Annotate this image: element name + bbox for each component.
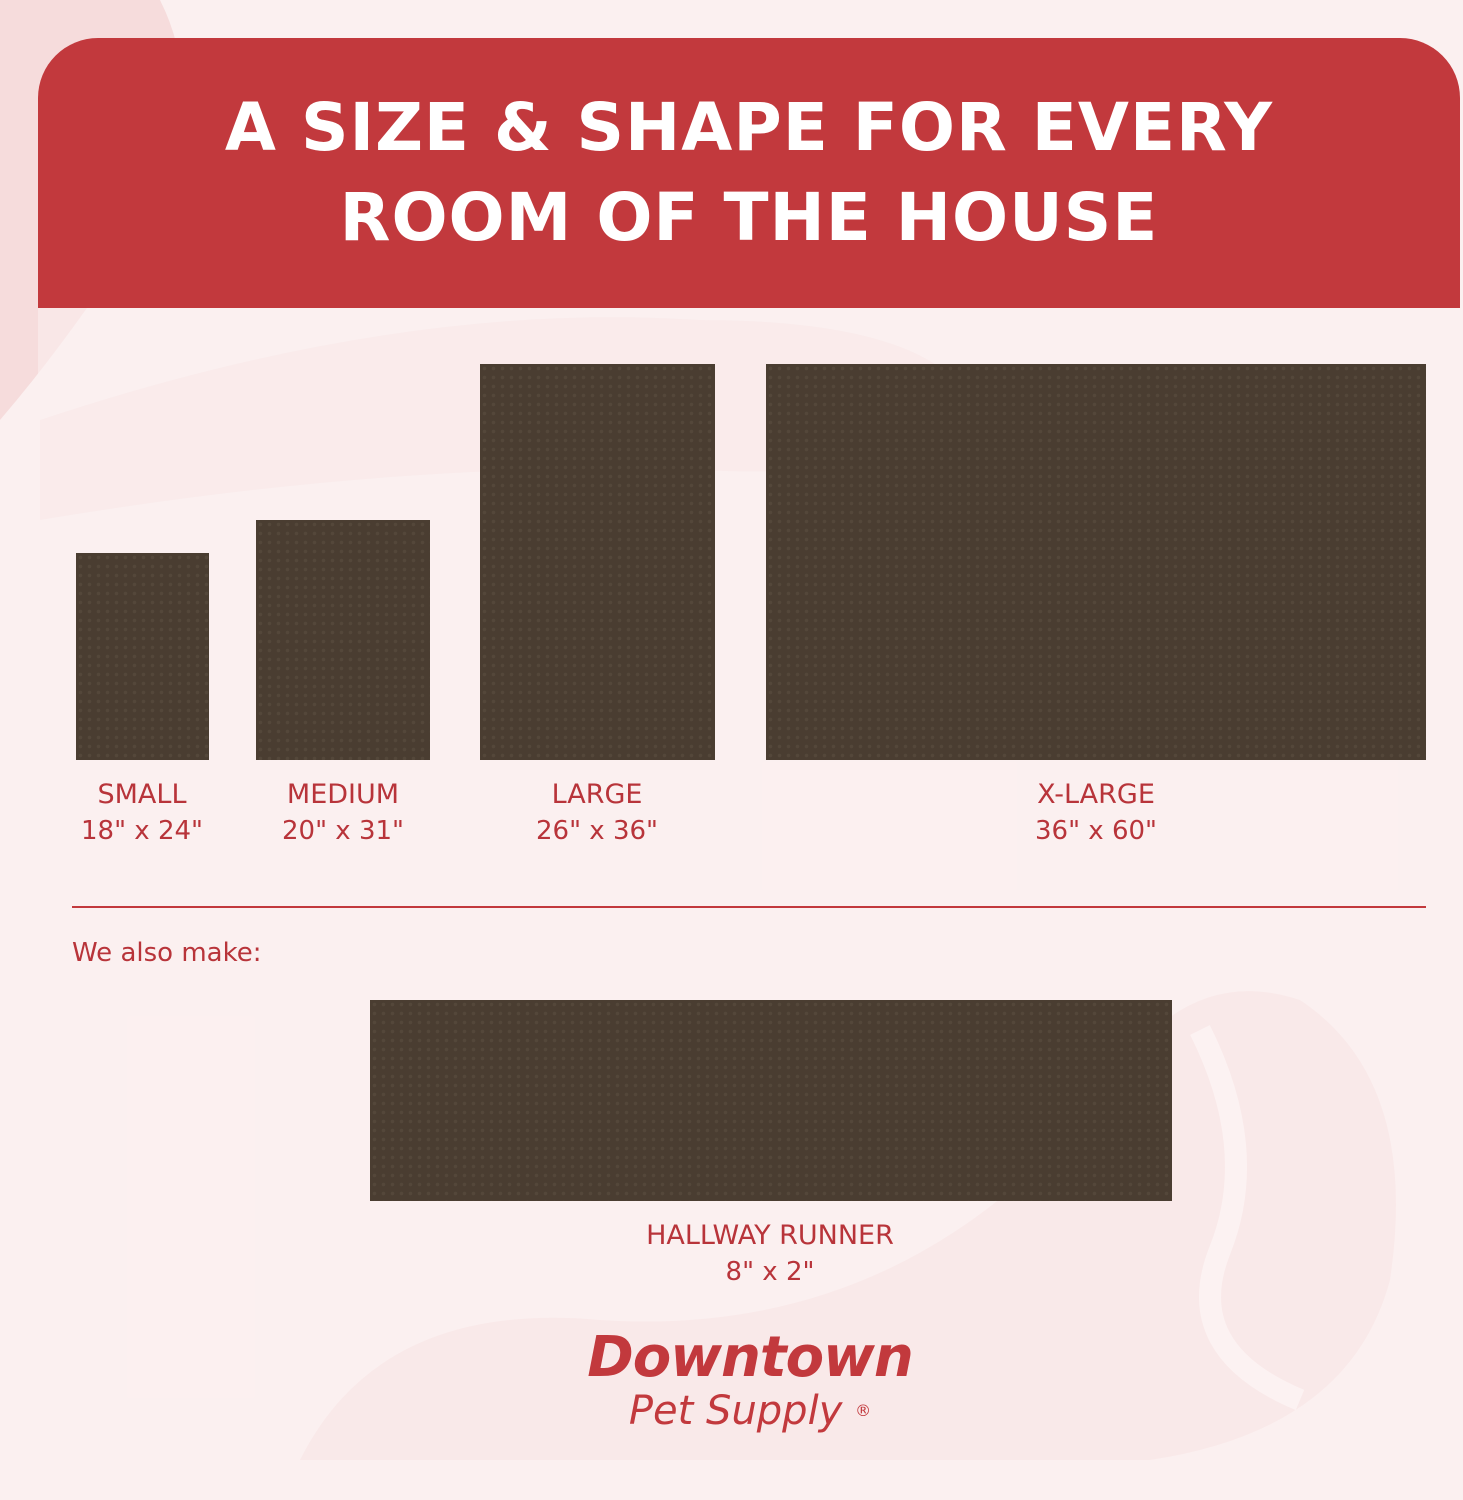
mat-large [480, 364, 715, 760]
size-label-small: SMALL 18" x 24" [42, 777, 242, 849]
size-name: LARGE [551, 779, 643, 810]
title-line-1: A SIZE & SHAPE FOR EVERY [224, 89, 1274, 166]
also-make-label: We also make: [72, 938, 262, 968]
mat-medium [256, 520, 430, 760]
divider [72, 906, 1426, 908]
size-dimensions: 36" x 60" [1034, 816, 1157, 846]
size-label-medium: MEDIUM 20" x 31" [243, 777, 443, 849]
mat-small [76, 553, 209, 760]
size-name: MEDIUM [286, 779, 400, 810]
size-label-x-large: X-LARGE 36" x 60" [996, 777, 1196, 849]
mat-hallway-runner [370, 1000, 1172, 1201]
size-dimensions: 8" x 2" [725, 1257, 815, 1287]
size-dimensions: 26" x 36" [535, 816, 658, 846]
title-line-2: ROOM OF THE HOUSE [339, 179, 1159, 256]
size-name: SMALL [97, 779, 187, 810]
mat-x-large [766, 364, 1426, 760]
logo-line-2: Pet Supply [628, 1388, 843, 1434]
size-dimensions: 18" x 24" [80, 816, 203, 846]
size-label-hallway-runner: HALLWAY RUNNER 8" x 2" [570, 1218, 970, 1290]
size-name: HALLWAY RUNNER [646, 1220, 894, 1251]
header-banner: A SIZE & SHAPE FOR EVERY ROOM OF THE HOU… [38, 38, 1460, 308]
size-label-large: LARGE 26" x 36" [497, 777, 697, 849]
page-title: A SIZE & SHAPE FOR EVERY ROOM OF THE HOU… [225, 83, 1273, 263]
registered-mark: ® [855, 1401, 872, 1420]
brand-logo: Downtown Pet Supply ® [560, 1325, 940, 1435]
size-name: X-LARGE [1037, 779, 1155, 810]
size-dimensions: 20" x 31" [281, 816, 404, 846]
logo-line-1: Downtown [587, 1325, 913, 1390]
